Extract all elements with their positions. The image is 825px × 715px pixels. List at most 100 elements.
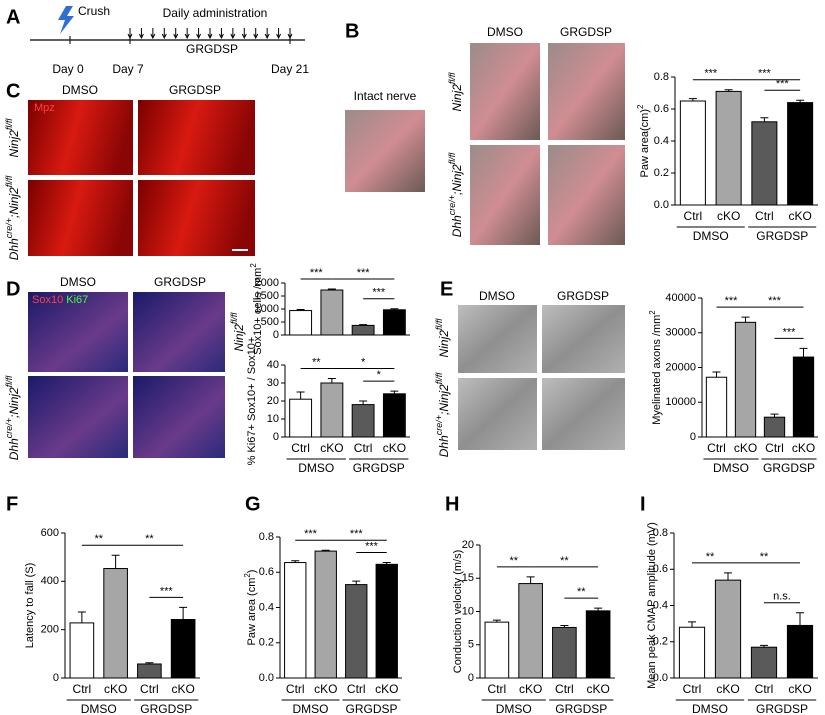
- significance-label: **: [760, 551, 769, 563]
- y-tick-label: 1000: [255, 303, 279, 315]
- x-tick-label: cKO: [519, 682, 542, 696]
- row-label-part: ;Ninj2: [437, 384, 451, 415]
- error-bar: [492, 619, 501, 623]
- images: [28, 43, 625, 458]
- drug-label: GRGDSP: [186, 42, 238, 56]
- y-tick-label: 5: [468, 639, 474, 651]
- y-tick-label: 10000: [665, 396, 696, 408]
- error-bar: [145, 662, 154, 664]
- y-tick-label: 500: [261, 316, 279, 328]
- x-tick-label: cKO: [383, 441, 406, 455]
- arrow-head: [150, 33, 156, 40]
- y-axis-label: Paw area (cm2): [243, 570, 258, 646]
- row-label-part: fl/fl: [4, 175, 14, 188]
- arrow-head: [230, 33, 236, 40]
- group-label: GRGDSP: [756, 702, 808, 715]
- row-label-part: Dhh: [437, 435, 451, 457]
- bar: [787, 102, 814, 206]
- column-label: DMSO: [62, 83, 98, 97]
- row-label-part: Ninj2: [7, 130, 21, 158]
- column-label: DMSO: [479, 289, 515, 303]
- y-tick-label: 0.6: [259, 566, 274, 578]
- significance-label: ***: [160, 585, 174, 597]
- row-label-part: cre/+: [447, 195, 457, 215]
- arrow-head: [196, 33, 202, 40]
- arrow-head: [184, 33, 190, 40]
- row-label: Ninj2fl/fl: [447, 72, 464, 112]
- image: [133, 376, 225, 458]
- y-tick-label: 0.6: [653, 563, 668, 575]
- y-axis-label-part: Conduction velocity (m/s): [452, 550, 464, 674]
- error-bar: [770, 413, 779, 418]
- bar: [678, 626, 706, 679]
- error-bar: [796, 612, 804, 626]
- x-tick-label: cKO: [788, 209, 811, 223]
- row-label-part: fl/fl: [4, 118, 14, 131]
- timeline: Crush Daily administration GRGDSP Day 0 …: [30, 4, 309, 76]
- row-label-part: fl/fl: [434, 318, 444, 331]
- x-tick-label: cKO: [717, 209, 740, 223]
- x-tick-label: cKO: [788, 682, 811, 696]
- significance-label: ***: [776, 78, 790, 90]
- row-label-part: Ninj2: [232, 324, 246, 352]
- arrow-head: [264, 33, 270, 40]
- error-bar: [688, 621, 696, 628]
- significance-label: ***: [372, 287, 386, 299]
- y-tick-label: 0: [468, 672, 474, 684]
- image: [28, 100, 133, 175]
- group-label: GRGDSP: [353, 461, 405, 475]
- significance-label: **: [94, 533, 103, 545]
- image: [470, 43, 540, 140]
- group-label: DMSO: [496, 702, 532, 715]
- row-label-part: ;Ninj2: [7, 387, 21, 418]
- group-label: DMSO: [293, 702, 329, 715]
- significance-label: **: [706, 551, 715, 563]
- group-label: DMSO: [692, 702, 728, 715]
- image: [28, 376, 128, 458]
- y-tick-label: 600: [41, 527, 59, 539]
- y-tick-label: 20: [267, 395, 279, 407]
- bar: [705, 376, 728, 438]
- row-label: Ninj2fl/fl: [434, 318, 451, 358]
- bar: [289, 310, 313, 336]
- bar: [750, 646, 778, 679]
- significance-label: ***: [758, 68, 772, 80]
- panel-label: F: [6, 493, 18, 515]
- significance-label: ***: [725, 295, 739, 307]
- row-label-part: Dhh: [7, 238, 21, 260]
- error-bar: [77, 611, 86, 623]
- bar: [734, 321, 757, 438]
- administration-label: Daily administration: [163, 6, 268, 20]
- row-label: Dhhcre/+;Ninj2fl/fl: [447, 152, 464, 237]
- bar: [518, 583, 543, 679]
- image: [28, 292, 128, 372]
- y-axis-label-part: % Ki67+ Sox10+ / Sox10+: [246, 337, 258, 466]
- group-label: GRGDSP: [555, 702, 607, 715]
- stain: Ki67: [66, 294, 88, 306]
- y-tick-label: 0: [273, 329, 279, 341]
- significance-label: **: [312, 356, 321, 368]
- row-label: Dhhcre/+;Ninj2fl/fl: [4, 175, 21, 260]
- bar: [714, 579, 742, 679]
- error-bar: [321, 549, 330, 552]
- y-tick-label: 30: [267, 377, 279, 389]
- arrow-head: [287, 33, 293, 40]
- y-axis-label-part: Paw area (cm: [246, 578, 258, 646]
- x-tick-label: cKO: [375, 682, 398, 696]
- significance-label: ***: [304, 528, 318, 540]
- x-tick-label: cKO: [734, 441, 757, 455]
- panel-label: B: [345, 20, 359, 42]
- significance-label: ***: [350, 528, 364, 540]
- significance-label: **: [577, 586, 586, 598]
- panel-label: D: [6, 278, 20, 300]
- image: [133, 292, 225, 372]
- row-label: Ninj2fl/fl: [4, 118, 21, 158]
- y-tick-label: 20: [462, 539, 474, 551]
- panel-label: C: [6, 80, 20, 102]
- y-tick-label: 0.0: [654, 199, 669, 211]
- row-label-part: Ninj2: [450, 84, 464, 112]
- error-bar: [741, 316, 750, 323]
- row-label-part: cre/+: [4, 218, 14, 238]
- y-tick-label: 0.2: [654, 167, 669, 179]
- bar: [375, 563, 398, 679]
